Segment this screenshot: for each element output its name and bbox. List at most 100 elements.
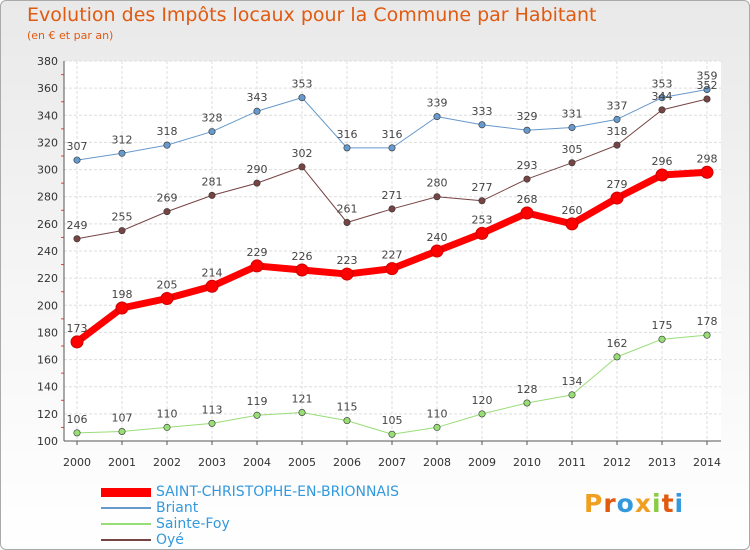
legend-label: SAINT-CHRISTOPHE-EN-BRIONNAIS [156, 484, 400, 500]
y-tick-label: 320 [37, 136, 58, 149]
y-tick-label: 380 [37, 55, 58, 68]
x-tick-label: 2012 [603, 456, 631, 469]
data-label: 229 [247, 246, 268, 259]
data-label: 353 [652, 78, 673, 91]
y-tick-label: 220 [37, 272, 58, 285]
data-point [253, 179, 261, 187]
data-point [118, 149, 126, 157]
data-point [700, 165, 714, 179]
data-label: 353 [292, 78, 313, 91]
data-point [388, 144, 396, 152]
data-label: 214 [202, 266, 223, 279]
data-label: 296 [652, 155, 673, 168]
data-label: 302 [292, 147, 313, 160]
x-tick-label: 2008 [423, 456, 451, 469]
x-tick-label: 2003 [198, 456, 226, 469]
data-point [658, 94, 666, 102]
data-point [208, 128, 216, 136]
data-point [298, 163, 306, 171]
data-point [658, 106, 666, 114]
data-point [478, 197, 486, 205]
data-point [520, 206, 534, 220]
data-label: 359 [697, 70, 718, 83]
data-label-layer: 173 198 205 214 229 226 223 227 240 253 268 260 279 2… [67, 70, 718, 428]
data-label: 328 [202, 112, 223, 125]
data-point [568, 124, 576, 132]
data-label: 333 [472, 105, 493, 118]
data-label: 293 [517, 159, 538, 172]
logo-letter: t [661, 489, 675, 518]
data-label: 312 [112, 133, 133, 146]
data-point [163, 423, 171, 431]
legend-swatch [101, 523, 151, 525]
y-tick-label: 120 [37, 408, 58, 421]
data-point [478, 410, 486, 418]
data-point [343, 144, 351, 152]
data-point [433, 423, 441, 431]
data-label: 339 [427, 97, 448, 110]
x-tick-label: 2011 [558, 456, 586, 469]
data-label: 343 [247, 91, 268, 104]
data-label: 253 [472, 213, 493, 226]
data-label: 113 [202, 403, 223, 416]
chart-title: Evolution des Impôts locaux pour la Comm… [27, 4, 597, 26]
y-tick-label: 200 [37, 299, 58, 312]
data-point [253, 411, 261, 419]
data-point [610, 191, 624, 205]
data-point [613, 141, 621, 149]
data-label: 115 [337, 401, 358, 414]
data-point [298, 408, 306, 416]
x-tick-label: 2010 [513, 456, 541, 469]
x-tick-label: 2009 [468, 456, 496, 469]
data-point [388, 430, 396, 438]
x-tick-label: 2006 [333, 456, 361, 469]
data-label: 307 [67, 140, 88, 153]
data-point [298, 94, 306, 102]
proxiti-logo: Proxiti [584, 489, 684, 518]
data-label: 175 [652, 319, 673, 332]
data-label: 279 [607, 178, 628, 191]
data-point [613, 115, 621, 123]
y-tick-label: 300 [37, 164, 58, 177]
data-label: 305 [562, 143, 583, 156]
data-point [163, 141, 171, 149]
data-point [430, 244, 444, 258]
data-label: 121 [292, 393, 313, 406]
data-label: 106 [67, 413, 88, 426]
x-tick-label: 2000 [63, 456, 91, 469]
data-point [115, 301, 129, 315]
data-point [523, 399, 531, 407]
data-label: 110 [427, 407, 448, 420]
data-point [160, 292, 174, 305]
x-tick-label: 2004 [243, 456, 271, 469]
y-tick-label: 340 [37, 109, 58, 122]
data-point [568, 159, 576, 167]
y-tick-label: 100 [37, 435, 58, 448]
data-point [340, 267, 354, 281]
data-label: 240 [427, 231, 448, 244]
data-label: 249 [67, 219, 88, 232]
data-label: 269 [157, 192, 178, 205]
data-label: 110 [157, 407, 178, 420]
logo-letter: r [603, 489, 617, 518]
data-label: 281 [202, 175, 223, 188]
data-label: 318 [607, 125, 628, 138]
data-point [523, 175, 531, 183]
data-label: 329 [517, 110, 538, 123]
data-point [253, 107, 261, 115]
data-label: 352 [697, 79, 718, 92]
data-point [73, 156, 81, 164]
data-point [205, 279, 219, 293]
data-label: 331 [562, 108, 583, 121]
data-point [343, 417, 351, 425]
data-point [295, 263, 309, 277]
y-tick-label: 360 [37, 82, 58, 95]
data-point [433, 193, 441, 201]
data-point [118, 427, 126, 435]
legend-swatch [101, 507, 151, 509]
data-label: 260 [562, 204, 583, 217]
data-point [703, 331, 711, 339]
data-label: 119 [247, 395, 268, 408]
logo-letter: i [674, 489, 685, 518]
